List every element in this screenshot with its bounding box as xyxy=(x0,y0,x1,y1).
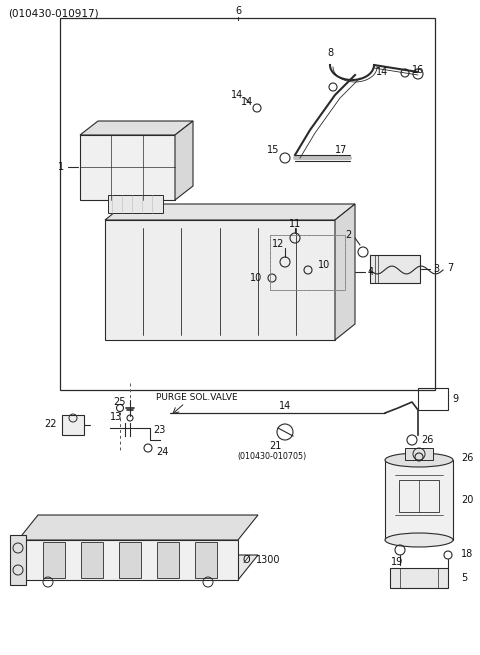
Bar xyxy=(385,460,453,540)
Text: 14: 14 xyxy=(279,401,291,411)
Text: 9: 9 xyxy=(452,394,458,404)
Bar xyxy=(195,542,217,578)
Polygon shape xyxy=(105,204,355,220)
Text: PURGE SOL.VALVE: PURGE SOL.VALVE xyxy=(156,394,238,403)
Text: 1300: 1300 xyxy=(256,555,280,565)
Bar xyxy=(80,135,175,200)
Ellipse shape xyxy=(385,533,453,547)
Bar xyxy=(60,18,435,390)
Text: (010430-010917): (010430-010917) xyxy=(8,9,98,19)
Text: 1: 1 xyxy=(58,162,64,172)
Text: 16: 16 xyxy=(412,65,424,75)
Bar xyxy=(270,235,345,290)
Polygon shape xyxy=(18,540,238,580)
Bar xyxy=(10,535,26,585)
Polygon shape xyxy=(335,204,355,340)
Text: 23: 23 xyxy=(153,425,166,435)
Text: 26: 26 xyxy=(461,453,473,463)
Polygon shape xyxy=(80,121,193,135)
Text: 24: 24 xyxy=(156,447,168,457)
Text: 13: 13 xyxy=(110,412,122,422)
Bar xyxy=(405,448,433,460)
Text: 12: 12 xyxy=(272,239,284,249)
Bar xyxy=(62,415,84,435)
Text: 6: 6 xyxy=(235,6,241,16)
Bar xyxy=(119,542,141,578)
Text: 5: 5 xyxy=(461,573,467,583)
Text: 21: 21 xyxy=(269,441,281,451)
Polygon shape xyxy=(18,515,258,540)
Text: Ø: Ø xyxy=(242,555,250,565)
Text: (010430-010705): (010430-010705) xyxy=(238,451,307,460)
Polygon shape xyxy=(18,555,258,580)
Text: 3: 3 xyxy=(433,264,439,274)
Bar xyxy=(370,255,420,283)
Bar xyxy=(399,480,439,512)
Bar xyxy=(108,195,163,213)
Text: 18: 18 xyxy=(461,549,473,559)
Text: 8: 8 xyxy=(327,48,333,58)
Bar xyxy=(157,542,179,578)
Bar xyxy=(390,568,448,588)
Text: 4: 4 xyxy=(368,267,374,277)
Text: 15: 15 xyxy=(267,145,279,155)
Bar xyxy=(418,388,448,410)
Text: 7: 7 xyxy=(447,263,453,273)
Text: 2: 2 xyxy=(346,230,352,240)
Text: 14: 14 xyxy=(241,97,253,107)
Bar xyxy=(105,220,335,340)
Text: 14: 14 xyxy=(231,90,243,100)
Text: 20: 20 xyxy=(461,495,473,505)
Text: 19: 19 xyxy=(391,557,403,567)
Ellipse shape xyxy=(385,453,453,467)
Bar xyxy=(81,542,103,578)
Text: 10: 10 xyxy=(318,260,330,270)
Text: 26: 26 xyxy=(421,435,433,445)
Text: 10: 10 xyxy=(250,273,262,283)
Polygon shape xyxy=(175,121,193,200)
Text: 11: 11 xyxy=(289,219,301,229)
Text: 22: 22 xyxy=(45,419,57,429)
Text: 25: 25 xyxy=(114,397,126,407)
Text: 14: 14 xyxy=(376,67,388,77)
Bar xyxy=(43,542,65,578)
Text: 17: 17 xyxy=(335,145,348,155)
